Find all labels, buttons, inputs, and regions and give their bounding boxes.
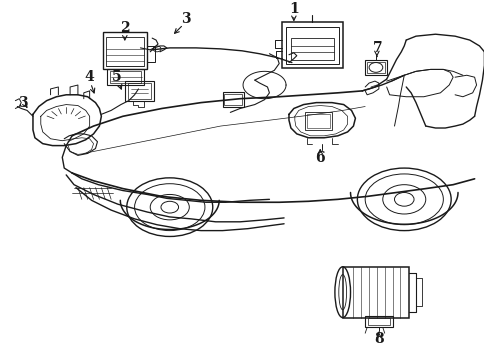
Text: 6: 6: [316, 151, 325, 165]
Bar: [147, 46, 155, 62]
Text: 1: 1: [289, 2, 299, 16]
Bar: [106, 37, 145, 67]
Bar: [365, 316, 392, 327]
Bar: [286, 27, 339, 64]
Bar: [307, 114, 330, 128]
Text: 8: 8: [374, 332, 384, 346]
Text: 3: 3: [181, 12, 190, 26]
Bar: [103, 32, 147, 69]
Text: 7: 7: [373, 41, 383, 55]
Bar: [368, 318, 390, 325]
Text: 4: 4: [85, 70, 95, 84]
Bar: [305, 112, 332, 130]
Bar: [222, 92, 244, 107]
Text: 5: 5: [112, 70, 122, 84]
Text: 3: 3: [19, 96, 28, 109]
Bar: [291, 38, 334, 60]
Bar: [224, 94, 242, 104]
Bar: [125, 81, 154, 101]
Bar: [367, 62, 385, 73]
Text: 2: 2: [120, 21, 130, 35]
Bar: [107, 69, 145, 85]
Bar: [110, 71, 142, 83]
Bar: [282, 22, 343, 68]
Bar: [343, 267, 409, 318]
Bar: [365, 60, 387, 75]
Bar: [128, 83, 151, 99]
